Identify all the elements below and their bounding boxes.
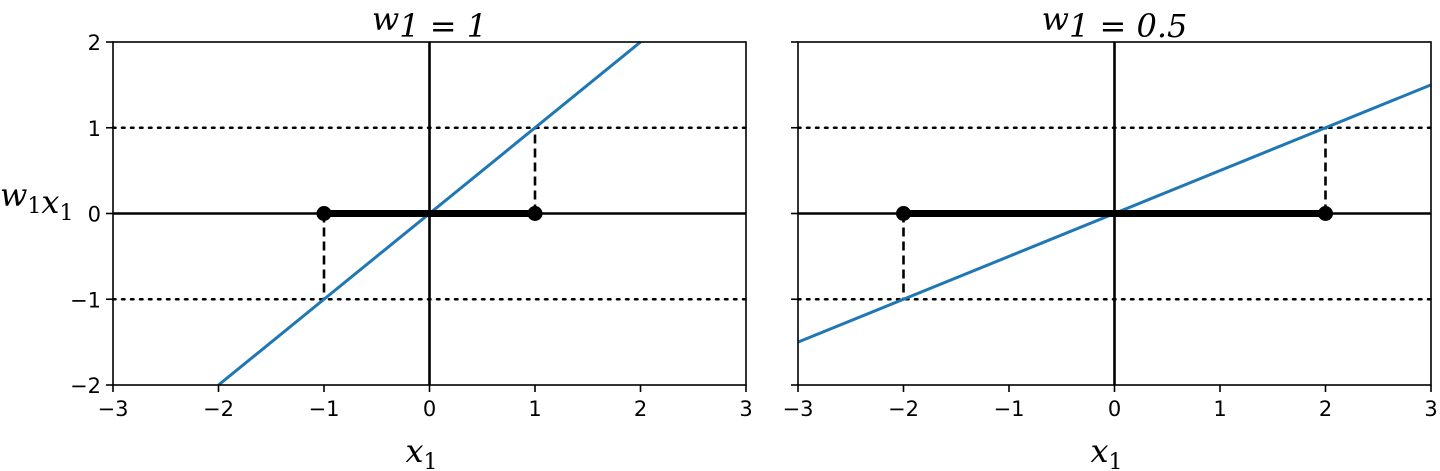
x-tick-label: 1 [528,397,541,421]
data-point [896,206,911,221]
y-tick-label: 0 [88,203,101,227]
x-tick-label: 3 [1424,397,1437,421]
y-tick-label: 1 [88,117,101,141]
y-tick-label: −2 [70,374,101,398]
y-tick-label: 2 [88,31,101,55]
y-tick-label: −1 [70,288,101,312]
chart-panel-2: −3 −2 −1 0 1 2 3 w1 = 0.5 x1 [783,0,1438,471]
data-point [1318,206,1333,221]
x-tick-label: −3 [783,397,814,421]
x-tick-label: 2 [634,397,647,421]
x-tick-label: −2 [888,397,919,421]
x-tick-label: 3 [739,397,752,421]
x-tick-label: −2 [203,397,234,421]
data-point [527,206,543,221]
chart-title: w1 = 1 [372,0,487,45]
x-tick-label: −3 [98,397,129,421]
x-tick-label: −1 [309,397,340,421]
x-tick-label: 1 [1213,397,1226,421]
x-tick-label: 0 [423,397,436,421]
x-axis-label: x1 [405,432,437,471]
x-axis-label: x1 [1090,432,1122,471]
x-tick-label: −1 [994,397,1025,421]
y-axis-label: w1x1 [0,176,73,226]
x-tick-label: 0 [1108,397,1121,421]
x-tick-label: 2 [1319,397,1332,421]
data-point [316,206,332,221]
chart-title: w1 = 0.5 [1042,0,1188,45]
